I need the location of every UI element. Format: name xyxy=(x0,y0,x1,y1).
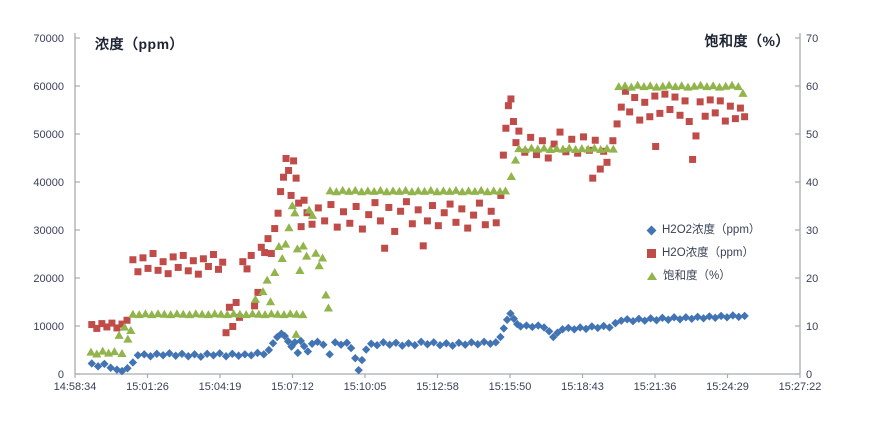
x-tick-label: 15:04:19 xyxy=(199,381,242,393)
y-right-tick-label: 60 xyxy=(806,81,818,93)
triangle-icon xyxy=(647,272,657,280)
x-tick-label: 15:21:36 xyxy=(634,381,677,393)
y-left-tick-label: 30000 xyxy=(33,225,64,237)
left-axis-title: 浓度（ppm） xyxy=(95,36,185,52)
y-left-tick-label: 20000 xyxy=(33,273,64,285)
y-right-tick-label: 0 xyxy=(806,369,812,381)
legend-label-saturation: 饱和度（%） xyxy=(663,270,731,282)
y-right-tick-label: 20 xyxy=(806,273,818,285)
legend-item-h2o2: H2O2浓度（ppm） xyxy=(646,222,760,238)
h2o2-series xyxy=(87,309,749,376)
y-left-tick-label: 40000 xyxy=(33,177,64,189)
legend: H2O2浓度（ppm） H2O浓度（ppm） 饱和度（%） xyxy=(646,222,760,284)
x-tick-label: 15:01:26 xyxy=(126,381,169,393)
x-tick-label: 15:24:29 xyxy=(706,381,749,393)
x-tick-label: 15:18:43 xyxy=(561,381,604,393)
y-right-tick-label: 50 xyxy=(806,129,818,141)
legend-item-saturation: 饱和度（%） xyxy=(646,268,760,284)
x-tick-label: 14:58:34 xyxy=(54,381,97,393)
right-axis-title: 饱和度（%） xyxy=(704,33,790,49)
y-left-tick-label: 50000 xyxy=(33,129,64,141)
h2o-series xyxy=(88,87,749,337)
y-left-tick-label: 70000 xyxy=(33,33,64,45)
y-right-tick-label: 30 xyxy=(806,225,818,237)
x-tick-label: 15:12:58 xyxy=(416,381,459,393)
y-right-tick-label: 70 xyxy=(806,33,818,45)
y-left-tick-label: 60000 xyxy=(33,81,64,93)
y-left-tick-label: 10000 xyxy=(33,321,64,333)
x-tick-label: 15:15:50 xyxy=(489,381,532,393)
legend-label-h2o2: H2O2浓度（ppm） xyxy=(662,224,761,236)
y-right-tick-label: 40 xyxy=(806,177,818,189)
y-right-tick-label: 10 xyxy=(806,321,818,333)
saturation-series xyxy=(86,80,748,358)
legend-item-h2o: H2O浓度（ppm） xyxy=(646,245,760,261)
y-left-tick-label: 0 xyxy=(58,369,64,381)
diamond-icon xyxy=(646,225,657,235)
x-tick-label: 15:07:12 xyxy=(271,381,314,393)
x-tick-label: 15:27:22 xyxy=(779,381,822,393)
x-tick-label: 15:10:05 xyxy=(344,381,387,393)
legend-label-h2o: H2O浓度（ppm） xyxy=(662,247,755,259)
square-icon xyxy=(647,248,656,258)
